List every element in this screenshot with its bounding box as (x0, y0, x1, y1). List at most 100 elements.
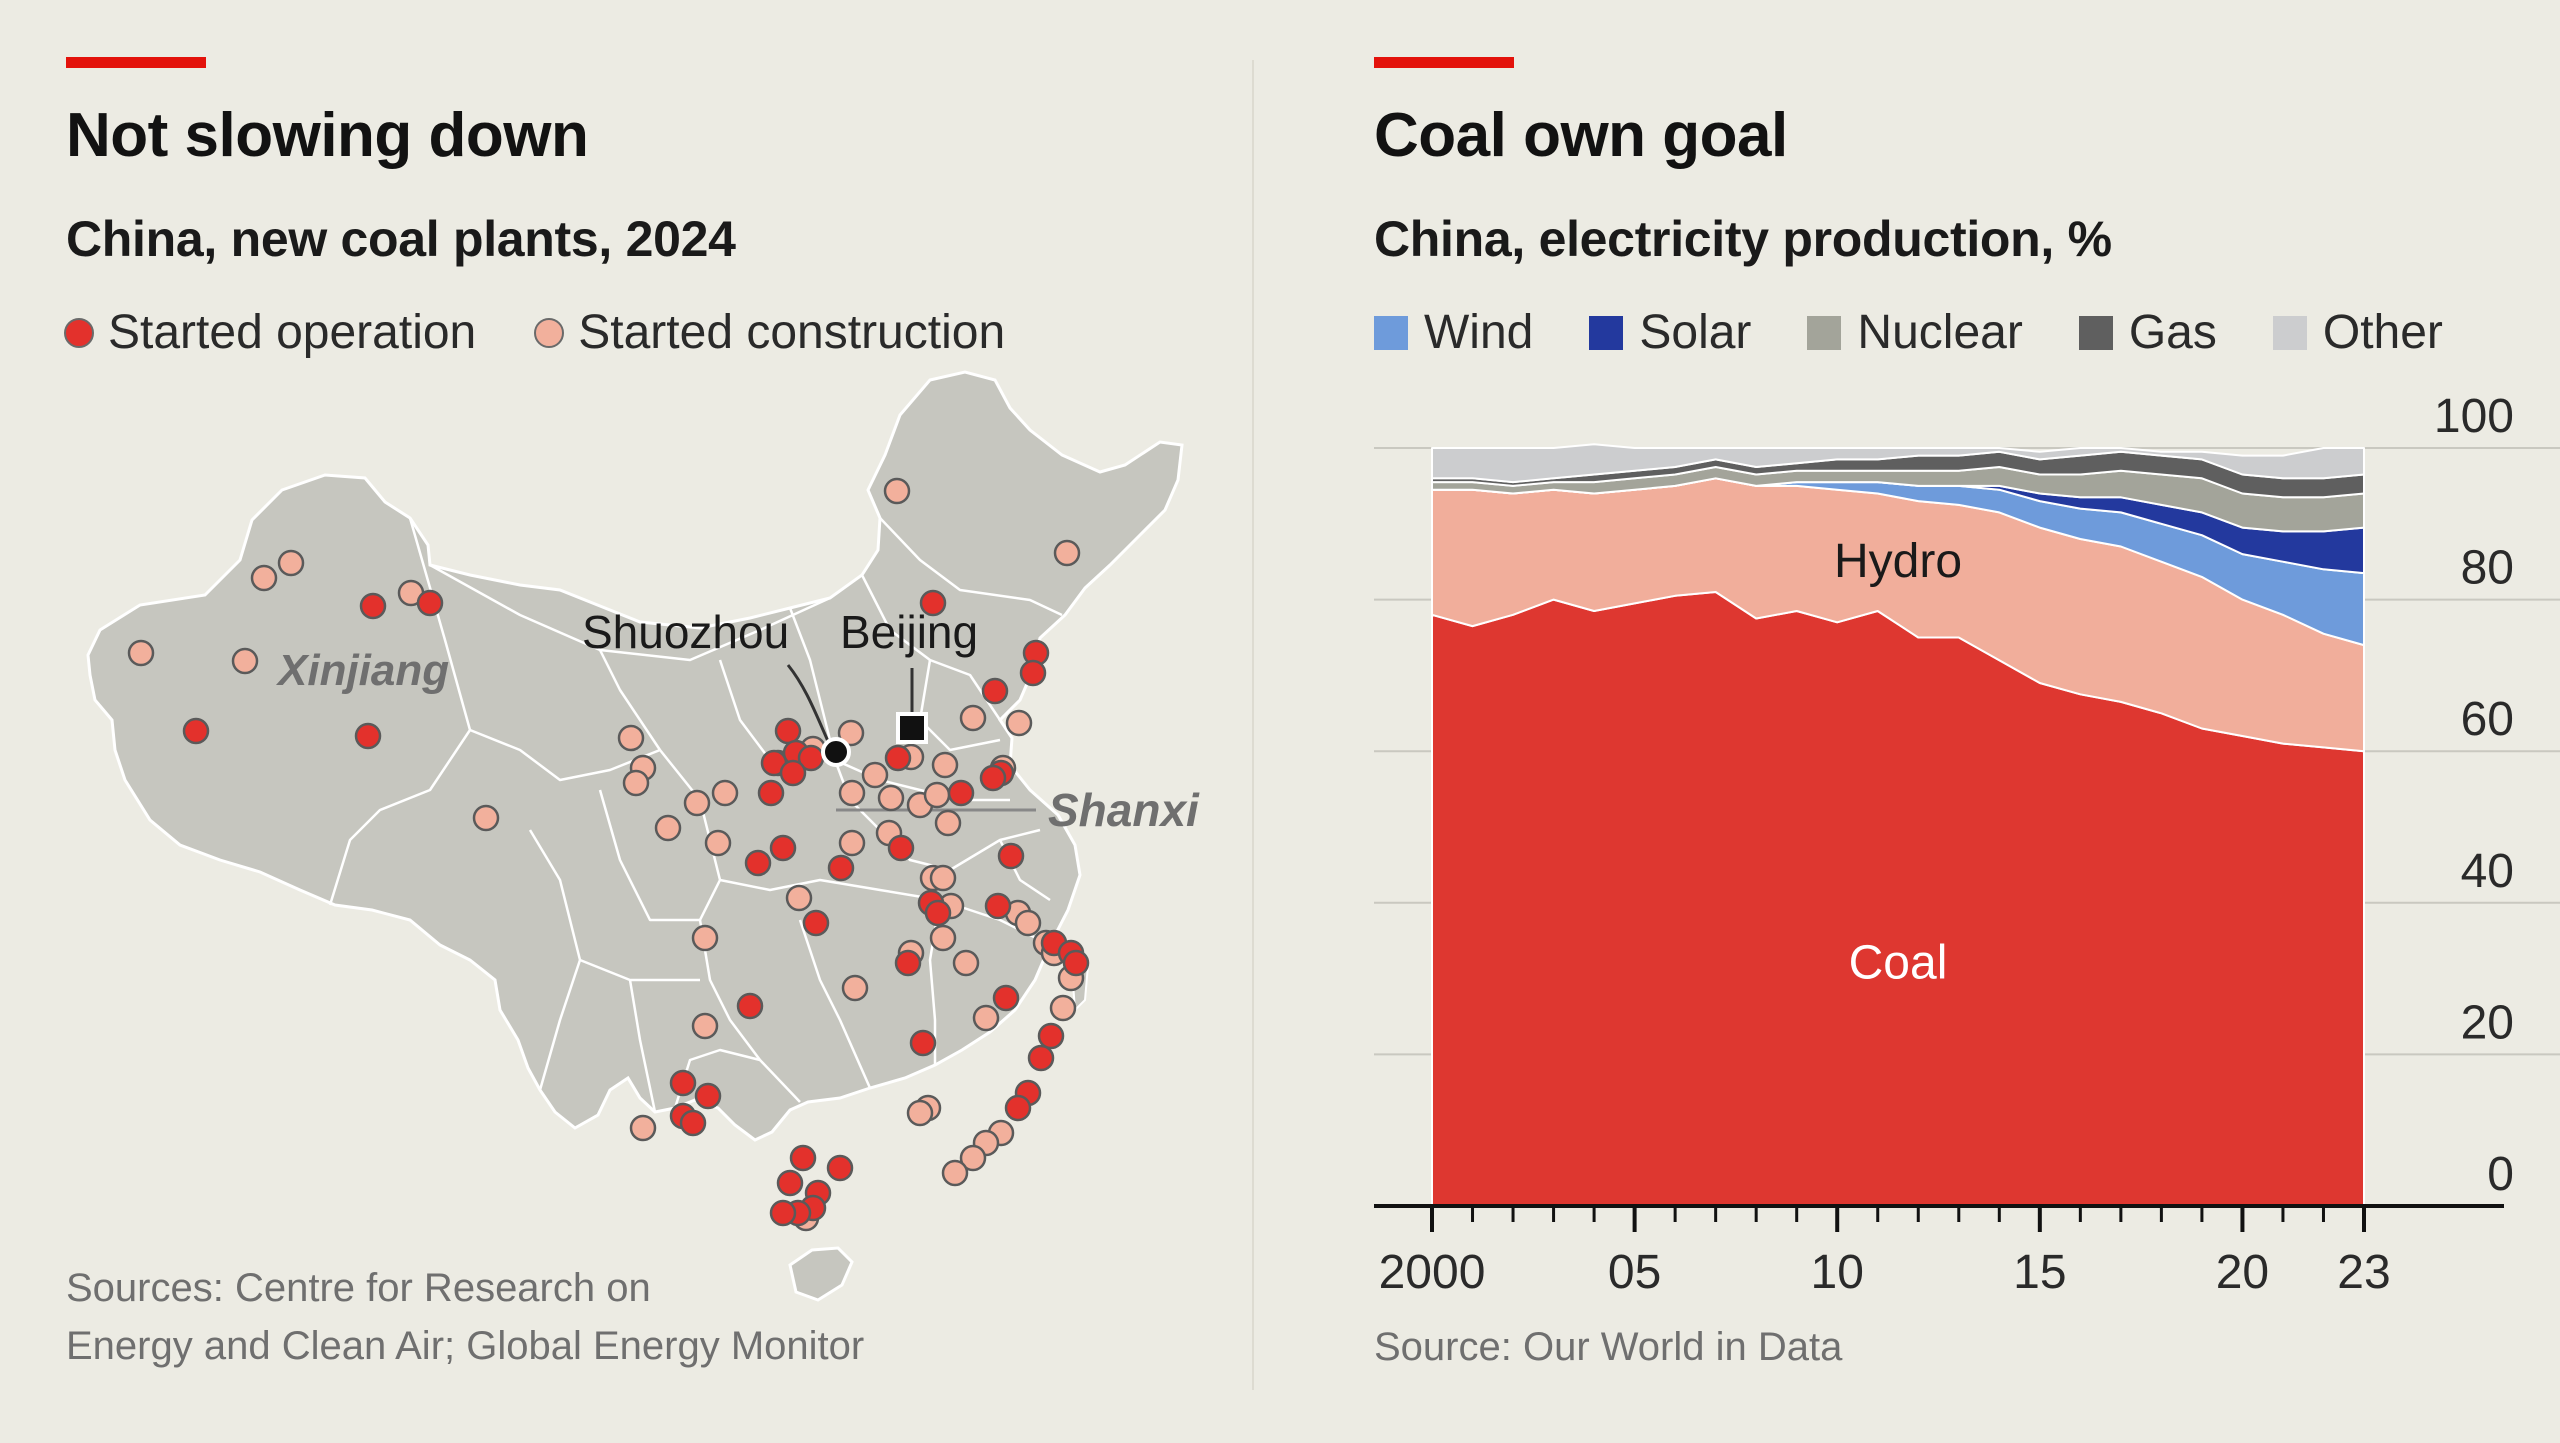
legend-label: Gas (2128, 306, 2217, 359)
plant-marker (837, 719, 865, 747)
plant-marker (1004, 1094, 1032, 1122)
x-tick-label: 2000 (1379, 1246, 1486, 1299)
red-dot-icon (64, 317, 94, 348)
plant-marker (1049, 994, 1077, 1022)
hydro-area-label: Hydro (1834, 535, 1962, 588)
plant-marker (704, 829, 732, 857)
plant-marker (1062, 949, 1090, 977)
plant-marker (1005, 709, 1033, 737)
map-panel: Not slowing down China, new coal plants,… (0, 0, 1252, 1443)
pink-dot-icon (534, 317, 565, 348)
coal-plant-markers (127, 477, 1090, 1232)
plant-marker (744, 849, 772, 877)
plant-marker (776, 1169, 804, 1197)
plant-marker (861, 761, 889, 789)
chart-title: Coal own goal (1374, 101, 1788, 170)
plant-marker (906, 1099, 934, 1127)
plant-marker (769, 834, 797, 862)
other-swatch-icon (2272, 315, 2307, 350)
red-accent-rule (1374, 57, 1514, 68)
chart-panel: Coal own goal China, electricity product… (1254, 0, 2560, 1443)
plant-marker (981, 677, 1009, 705)
plant-marker (711, 779, 739, 807)
plant-marker (884, 744, 912, 772)
map-title: Not slowing down (66, 101, 589, 170)
area-labels: Coal Hydro (1834, 535, 1962, 990)
plant-marker (691, 924, 719, 952)
plant-marker (679, 1109, 707, 1137)
plant-marker (947, 779, 975, 807)
plant-marker (1053, 539, 1081, 567)
plant-marker (838, 779, 866, 807)
plant-marker (182, 717, 210, 745)
plant-marker (979, 764, 1007, 792)
source-line-1: Sources: Centre for Research on (66, 1266, 651, 1310)
y-tick-label: 0 (2487, 1148, 2514, 1201)
solar-swatch-icon (1589, 315, 1624, 350)
plant-marker (629, 1114, 657, 1142)
beijing-marker (896, 712, 928, 744)
plant-marker (827, 854, 855, 882)
plant-marker (617, 724, 645, 752)
legend-item-started-construction: Started construction (534, 305, 1005, 360)
legend-label: Started operation (108, 306, 477, 359)
plant-marker (929, 924, 957, 952)
nuclear-swatch-icon (1807, 315, 1842, 350)
plant-marker (923, 781, 951, 809)
plant-marker (694, 1082, 722, 1110)
plant-marker (774, 717, 802, 745)
plant-marker (909, 1029, 937, 1057)
shuozhou-marker (821, 737, 851, 767)
plant-marker (877, 784, 905, 812)
wind-swatch-icon (1374, 315, 1408, 350)
legend-label: Solar (1639, 306, 1752, 359)
plant-marker (841, 974, 869, 1002)
plant-marker (838, 829, 866, 857)
y-tick-label: 60 (2461, 693, 2514, 746)
plant-marker (919, 589, 947, 617)
plant-marker (472, 804, 500, 832)
plant-marker (779, 759, 807, 787)
x-tick-label: 23 (2337, 1246, 2390, 1299)
panel-divider (1252, 60, 1254, 1390)
plant-marker (959, 1144, 987, 1172)
plant-marker (654, 814, 682, 842)
china-map: Xinjiang Shuozhou Beijing Shanxi (86, 370, 1200, 1302)
plant-marker (669, 1069, 697, 1097)
legend-label: Wind (1424, 306, 1534, 359)
plant-marker (769, 1199, 797, 1227)
plant-marker (691, 1012, 719, 1040)
axes: 0 20 40 60 80 100 2000 05 10 15 20 23 (1374, 390, 2514, 1299)
coal-area-label: Coal (1849, 937, 1948, 990)
map-legend: Started operation Started construction (64, 305, 1063, 360)
plant-marker (622, 769, 650, 797)
xinjiang-label: Xinjiang (275, 646, 449, 695)
legend-item-gas: Gas (2078, 305, 2217, 360)
chart-legend: Wind Solar Nuclear Gas Other (1374, 305, 2443, 360)
plant-marker (959, 704, 987, 732)
operation-markers (182, 589, 1090, 1227)
plant-marker (826, 1154, 854, 1182)
plant-marker (736, 992, 764, 1020)
map-labels: Xinjiang Shuozhou Beijing Shanxi (275, 606, 1200, 836)
plant-marker (887, 834, 915, 862)
shanxi-label: Shanxi (1048, 784, 1200, 836)
plant-marker (277, 549, 305, 577)
legend-item-solar: Solar (1589, 305, 1751, 360)
plant-marker (789, 1144, 817, 1172)
x-tick-label: 15 (2013, 1246, 2066, 1299)
plant-marker (894, 949, 922, 977)
legend-item-nuclear: Nuclear (1807, 305, 2023, 360)
plant-marker (1019, 659, 1047, 687)
plant-marker (997, 842, 1025, 870)
plant-marker (802, 909, 830, 937)
legend-label: Nuclear (1857, 306, 2023, 359)
city-markers (821, 712, 928, 767)
legend-item-started-operation: Started operation (64, 305, 476, 360)
plant-marker (416, 589, 444, 617)
map-subtitle: China, new coal plants, 2024 (66, 211, 736, 267)
x-tick-label: 05 (1608, 1246, 1661, 1299)
y-tick-label: 100 (2434, 390, 2514, 443)
legend-label: Other (2322, 306, 2443, 359)
plant-marker (785, 884, 813, 912)
